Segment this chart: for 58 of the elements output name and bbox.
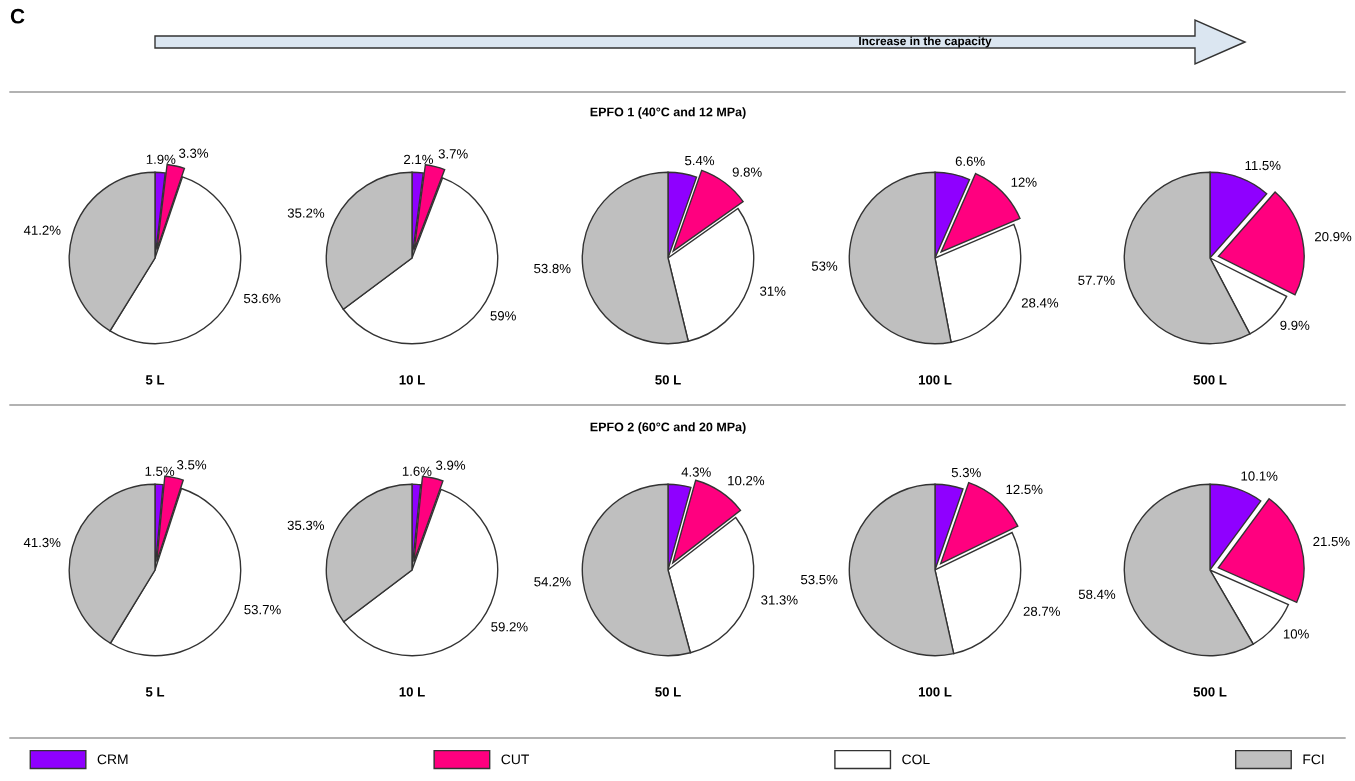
data-label: 3.5% — [177, 460, 207, 470]
data-label: 11.5% — [1245, 160, 1281, 171]
data-label: 6.6% — [955, 156, 985, 166]
text: 5 L — [145, 687, 165, 697]
text: 50 L — [655, 687, 681, 697]
data-label: 58.4% — [1078, 589, 1116, 600]
data-label: 54.2% — [534, 577, 571, 587]
data-label: 41.2% — [23, 225, 61, 235]
data-label: 53.5% — [800, 574, 838, 585]
text: 500 L — [1193, 687, 1227, 697]
data-label: 31.3% — [761, 595, 798, 605]
data-label: 57.7% — [1078, 275, 1115, 285]
text: 10 L — [399, 375, 425, 385]
data-label: 3.3% — [179, 148, 209, 158]
data-label: 28.7% — [1023, 606, 1060, 616]
data-label: 28.4% — [1021, 298, 1059, 308]
data-label: 53.7% — [244, 604, 281, 615]
text: Increase in the capacity — [859, 36, 992, 48]
chart-title: EPFO 2 (60°C and 20 MPa) — [590, 422, 746, 434]
data-label: 10.2% — [728, 475, 765, 486]
text: 100 L — [918, 375, 952, 385]
legend-label: CRM — [97, 754, 128, 765]
data-label: 2.1% — [404, 154, 434, 164]
data-label: 9.8% — [732, 167, 762, 177]
data-label: 3.7% — [438, 149, 468, 159]
data-label: 3.9% — [436, 460, 466, 470]
text: 10 L — [399, 687, 425, 697]
data-label: 12% — [1011, 177, 1037, 187]
data-label: 59.2% — [491, 622, 528, 632]
data-label: 41.3% — [23, 537, 61, 548]
text: 50 L — [655, 375, 681, 385]
data-label: 10.1% — [1241, 471, 1278, 481]
data-label: 35.2% — [287, 208, 325, 218]
chart-title: EPFO 1 (40°C and 12 MPa) — [590, 107, 746, 119]
data-label: 53.6% — [243, 293, 281, 304]
data-label: 31% — [760, 286, 786, 296]
data-label: 53.8% — [534, 263, 571, 274]
data-label: 9.9% — [1280, 320, 1310, 330]
data-label: 21.5% — [1313, 536, 1350, 547]
data-label: 5.4% — [685, 155, 715, 166]
data-label: 10% — [1283, 629, 1309, 639]
legend-label: COL — [902, 754, 930, 765]
legend-label: CUT — [501, 754, 530, 765]
text: 100 L — [918, 687, 952, 697]
data-label: 20.9% — [1315, 231, 1352, 242]
data-label: 53% — [811, 261, 838, 271]
text: 500 L — [1193, 375, 1227, 385]
text: C — [10, 8, 25, 24]
data-label: 1.9% — [146, 154, 176, 164]
data-label: 35.3% — [287, 520, 325, 530]
text: 5 L — [145, 375, 165, 385]
data-label: 1.5% — [145, 466, 175, 476]
data-label: 1.6% — [402, 466, 432, 476]
data-label: 5.3% — [951, 467, 981, 478]
data-label: 12.5% — [1006, 484, 1043, 495]
data-label: 59% — [490, 311, 516, 321]
data-label: 4.3% — [681, 467, 711, 477]
legend-label: FCI — [1303, 754, 1324, 765]
